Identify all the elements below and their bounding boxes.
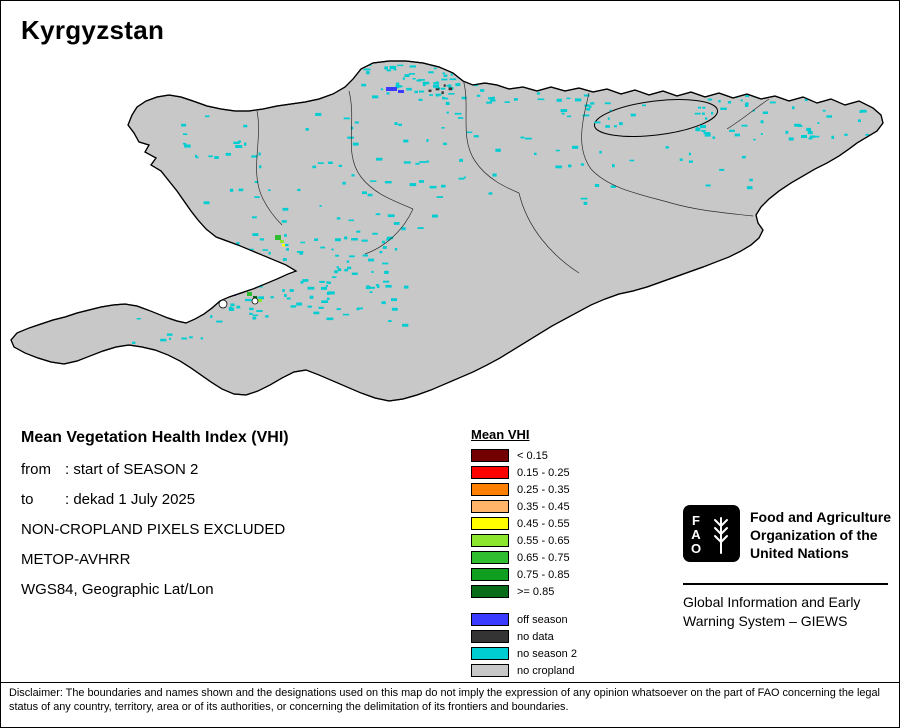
wheat-icon [714, 517, 728, 554]
enclave-holes [218, 297, 259, 309]
legend-swatch [471, 449, 509, 462]
legend-swatch [471, 500, 509, 513]
vhi-heading: Mean Vegetation Health Index (VHI) [21, 429, 289, 446]
legend-swatch [471, 585, 509, 598]
legend-label: no season 2 [517, 647, 577, 660]
legend-swatch [471, 551, 509, 564]
legend-swatch [471, 517, 509, 530]
legend-swatch [471, 613, 509, 626]
fao-letter: F [692, 513, 700, 528]
note-projection: WGS84, Geographic Lat/Lon [21, 581, 214, 598]
legend-title: Mean VHI [471, 427, 530, 442]
period-from: from : start of SEASON 2 [21, 461, 289, 478]
to-label: to [21, 491, 34, 508]
fao-emblem: F A O [691, 513, 728, 556]
legend-class-row: < 0.15 [471, 449, 577, 462]
legend-label: no cropland [517, 664, 575, 677]
note-sensor: METOP-AVHRR [21, 551, 131, 568]
legend-label: no data [517, 630, 554, 643]
legend-swatch [471, 664, 509, 677]
legend-swatch [471, 483, 509, 496]
legend-divider-gap [471, 602, 577, 613]
legend-label: 0.45 - 0.55 [517, 517, 570, 530]
legend-class-row: 0.75 - 0.85 [471, 568, 577, 581]
legend-swatch [471, 534, 509, 547]
fao-letter: O [691, 541, 701, 556]
period-to: to : dekad 1 July 2025 [21, 491, 289, 508]
country-outline [10, 60, 884, 402]
legend-class-row: 0.15 - 0.25 [471, 466, 577, 479]
fao-logo: F A O [683, 505, 740, 562]
disclaimer-text: Disclaimer: The boundaries and names sho… [9, 687, 880, 713]
legend-label: 0.75 - 0.85 [517, 568, 570, 581]
legend-class-row: >= 0.85 [471, 585, 577, 598]
kyrgyzstan-map [10, 60, 884, 402]
map-info-block: Mean Vegetation Health Index (VHI) from … [21, 429, 289, 611]
fao-letter: A [691, 527, 701, 542]
legend-class-row: 0.65 - 0.75 [471, 551, 577, 564]
legend-label: off season [517, 613, 568, 626]
issyk-kul-lake [593, 99, 719, 137]
admin-boundaries [256, 78, 770, 274]
vhi-pixels-layer [132, 63, 869, 344]
to-value: : dekad 1 July 2025 [65, 491, 196, 508]
legend-swatch [471, 647, 509, 660]
legend-extra-row: no cropland [471, 664, 577, 677]
legend-extra-row: no data [471, 630, 577, 643]
legend-extra-row: off season [471, 613, 577, 626]
legend-swatch [471, 630, 509, 643]
legend: Mean VHI < 0.15 0.15 - 0.25 0.25 - 0.35 … [471, 427, 577, 681]
legend-label: 0.15 - 0.25 [517, 466, 570, 479]
legend-swatch [471, 466, 509, 479]
legend-swatch [471, 568, 509, 581]
from-label: from [21, 461, 51, 478]
legend-label: 0.65 - 0.75 [517, 551, 570, 564]
fao-divider [683, 583, 888, 585]
legend-extra-row: no season 2 [471, 647, 577, 660]
legend-label: >= 0.85 [517, 585, 555, 598]
legend-label: 0.35 - 0.45 [517, 500, 570, 513]
legend-class-row: 0.35 - 0.45 [471, 500, 577, 513]
legend-class-row: 0.45 - 0.55 [471, 517, 577, 530]
legend-label: 0.25 - 0.35 [517, 483, 570, 496]
disclaimer-divider [1, 682, 900, 683]
legend-label: < 0.15 [517, 449, 548, 462]
legend-class-row: 0.55 - 0.65 [471, 534, 577, 547]
legend-class-row: 0.25 - 0.35 [471, 483, 577, 496]
giews-label: Global Information and Early Warning Sys… [683, 594, 861, 629]
note-noncropland: NON-CROPLAND PIXELS EXCLUDED [21, 521, 286, 538]
fao-org-name: Food and Agriculture Organization of the… [750, 509, 892, 561]
from-value: : start of SEASON 2 [65, 461, 199, 478]
legend-label: 0.55 - 0.65 [517, 534, 570, 547]
page-title: Kyrgyzstan [21, 15, 165, 45]
